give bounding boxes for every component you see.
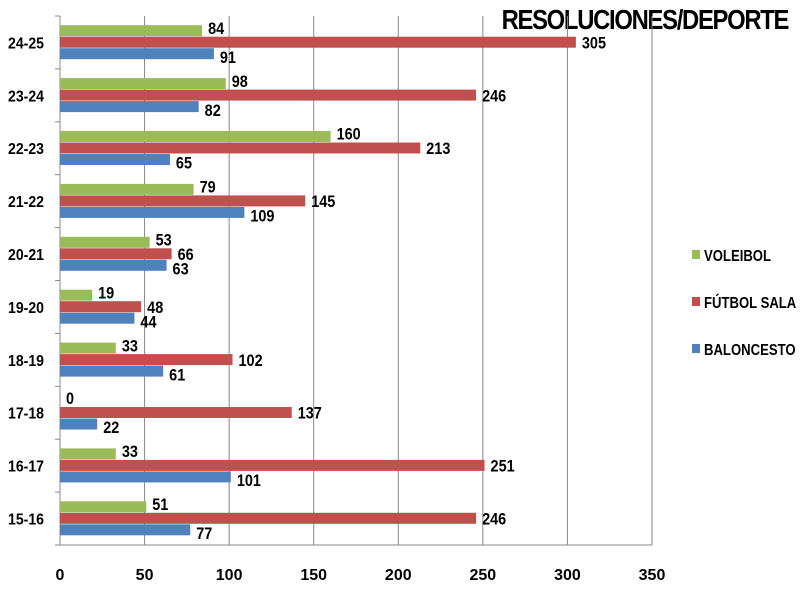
data-label: 63 [173, 261, 189, 279]
data-label: 98 [232, 73, 248, 91]
x-tick-label: 200 [385, 567, 412, 584]
bar-baloncesto [60, 365, 164, 377]
bar-baloncesto [60, 48, 214, 60]
data-label: 84 [208, 20, 224, 38]
data-label: 91 [220, 49, 236, 67]
bar-voleibol [60, 78, 226, 90]
bar-voleibol [60, 448, 116, 460]
x-tick-label: 300 [554, 567, 581, 584]
category-label: 19-20 [8, 299, 44, 317]
category-label: 21-22 [8, 193, 44, 211]
bar-baloncesto [60, 206, 245, 218]
bar-voleibol [60, 236, 150, 248]
data-label: 53 [156, 232, 172, 250]
bar-voleibol [60, 501, 147, 513]
category-label: 17-18 [8, 405, 44, 423]
data-label: 305 [582, 34, 606, 52]
bar-fútbol-sala [60, 195, 306, 207]
data-label: 22 [103, 419, 119, 437]
bar-voleibol [60, 342, 116, 354]
bar-voleibol [60, 131, 331, 142]
x-tick-label: 350 [639, 567, 666, 584]
legend-swatch [692, 344, 700, 353]
category-label: 15-16 [8, 511, 44, 529]
bar-baloncesto [60, 418, 98, 430]
data-label: 48 [147, 299, 163, 317]
legend-label: VOLEIBOL [704, 248, 771, 265]
data-label: 44 [140, 313, 156, 331]
category-label: 22-23 [8, 140, 44, 158]
data-label: 145 [311, 193, 335, 211]
x-tick-label: 50 [136, 567, 154, 584]
category-label: 20-21 [8, 246, 44, 264]
data-label: 109 [250, 208, 274, 226]
bar-baloncesto [60, 154, 170, 165]
legend-swatch [692, 297, 700, 306]
bar-fútbol-sala [60, 248, 172, 260]
bar-voleibol [60, 183, 194, 195]
data-label: 0 [66, 390, 74, 408]
data-label: 101 [237, 472, 261, 490]
legend-swatch [692, 250, 700, 259]
x-tick-label: 150 [300, 567, 327, 584]
bar-fútbol-sala [60, 459, 485, 471]
data-label: 213 [426, 140, 450, 158]
bar-voleibol [60, 289, 93, 301]
data-label: 79 [200, 179, 216, 197]
x-tick-label: 100 [216, 567, 243, 584]
bar-baloncesto [60, 471, 231, 483]
bar-fútbol-sala [60, 89, 477, 101]
bar-fútbol-sala [60, 301, 142, 313]
x-tick-label: 0 [56, 567, 65, 584]
data-label: 160 [337, 126, 361, 144]
data-label: 246 [482, 511, 506, 529]
data-label: 19 [98, 284, 114, 302]
bar-voleibol [60, 25, 203, 37]
data-label: 66 [178, 246, 194, 264]
bar-fútbol-sala [60, 36, 576, 48]
data-label: 82 [205, 102, 221, 120]
legend-label: BALONCESTO [704, 342, 796, 359]
bar-baloncesto [60, 101, 199, 113]
category-label: 23-24 [8, 88, 45, 106]
bar-baloncesto [60, 524, 191, 536]
data-label: 51 [152, 496, 168, 514]
bar-fútbol-sala [60, 142, 421, 154]
data-label: 65 [176, 155, 192, 173]
data-label: 246 [482, 87, 506, 105]
chart-title: RESOLUCIONES/DEPORTE [501, 4, 789, 35]
bar-fútbol-sala [60, 512, 477, 524]
bar-baloncesto [60, 259, 167, 271]
category-label: 24-25 [8, 35, 44, 53]
bar-baloncesto [60, 312, 135, 324]
category-label: 16-17 [8, 458, 44, 476]
category-label: 18-19 [8, 352, 44, 370]
data-label: 137 [298, 405, 322, 423]
data-label: 33 [122, 337, 138, 355]
data-label: 77 [196, 525, 212, 543]
data-label: 61 [169, 366, 185, 384]
legend-label: FÚTBOL SALA [704, 293, 797, 313]
data-label: 251 [491, 458, 515, 476]
data-label: 33 [122, 443, 138, 461]
data-label: 102 [239, 352, 263, 370]
x-tick-label: 250 [470, 567, 497, 584]
bar-fútbol-sala [60, 407, 292, 418]
bar-fútbol-sala [60, 354, 233, 366]
